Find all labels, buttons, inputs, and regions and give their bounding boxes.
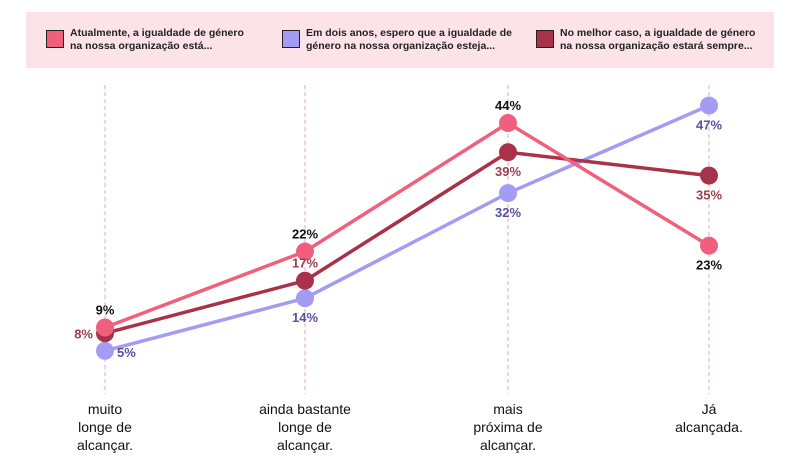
- data-label-s0-1: 22%: [292, 227, 318, 242]
- point-s1-3: [700, 96, 718, 115]
- point-s0-3: [700, 236, 718, 255]
- point-s2-1: [296, 271, 314, 290]
- point-s0-1: [296, 242, 314, 261]
- x-tick-label-3-0: Já: [702, 401, 717, 417]
- legend-item-current: Atualmente, a igualdade de género na nos…: [46, 27, 280, 53]
- data-label-s2-0: 8%: [74, 326, 93, 341]
- legend-swatch-current: [46, 30, 64, 48]
- x-tick-label-0-1: longe de: [78, 419, 132, 435]
- legend-label-current: Atualmente, a igualdade de género na nos…: [70, 27, 244, 52]
- point-s1-2: [499, 184, 517, 203]
- legend-swatch-two-years: [282, 30, 300, 48]
- legend: Atualmente, a igualdade de género na nos…: [26, 12, 774, 68]
- point-s1-1: [296, 289, 314, 308]
- data-label-s2-1: 17%: [292, 256, 318, 271]
- x-tick-label-3-1: alcançada.: [675, 419, 743, 435]
- x-tick-label-2-2: alcançar.: [480, 437, 536, 453]
- x-tick-label-0-2: alcançar.: [77, 437, 133, 453]
- x-tick-label-0-0: muito: [88, 401, 122, 417]
- legend-swatch-best-case: [536, 30, 554, 48]
- data-label-s0-3: 23%: [696, 258, 722, 273]
- x-tick-label-1-1: longe de: [278, 419, 332, 435]
- x-tick-label-1-2: alcançar.: [277, 437, 333, 453]
- series-line-0: [104, 121, 710, 330]
- x-tick-label-1-0: ainda bastante: [259, 401, 351, 417]
- data-label-s2-3: 35%: [696, 188, 722, 203]
- x-tick-label-2-1: próxima de: [473, 419, 542, 435]
- point-s1-0: [96, 341, 114, 360]
- data-label-s1-1: 14%: [292, 310, 318, 325]
- point-s0-2: [499, 114, 517, 133]
- point-s0-0: [96, 318, 114, 337]
- data-label-s1-3: 47%: [696, 118, 722, 133]
- data-label-s1-0: 5%: [117, 345, 136, 360]
- legend-item-two-years: Em dois anos, espero que a igualdade de …: [282, 27, 526, 53]
- data-label-s0-2: 44%: [495, 98, 521, 113]
- data-label-s0-0: 9%: [96, 302, 115, 317]
- legend-label-best-case: No melhor caso, a igualdade de género na…: [560, 27, 756, 52]
- series-line-2: [104, 150, 710, 335]
- series-line-1: [104, 103, 710, 353]
- x-tick-label-2-0: mais: [493, 401, 523, 417]
- data-label-s2-2: 39%: [495, 164, 521, 179]
- data-label-s1-2: 32%: [495, 205, 521, 220]
- point-s2-3: [700, 166, 718, 185]
- legend-label-two-years: Em dois anos, espero que a igualdade de …: [306, 27, 512, 52]
- point-s2-2: [499, 143, 517, 162]
- legend-item-best-case: No melhor caso, a igualdade de género na…: [536, 27, 770, 53]
